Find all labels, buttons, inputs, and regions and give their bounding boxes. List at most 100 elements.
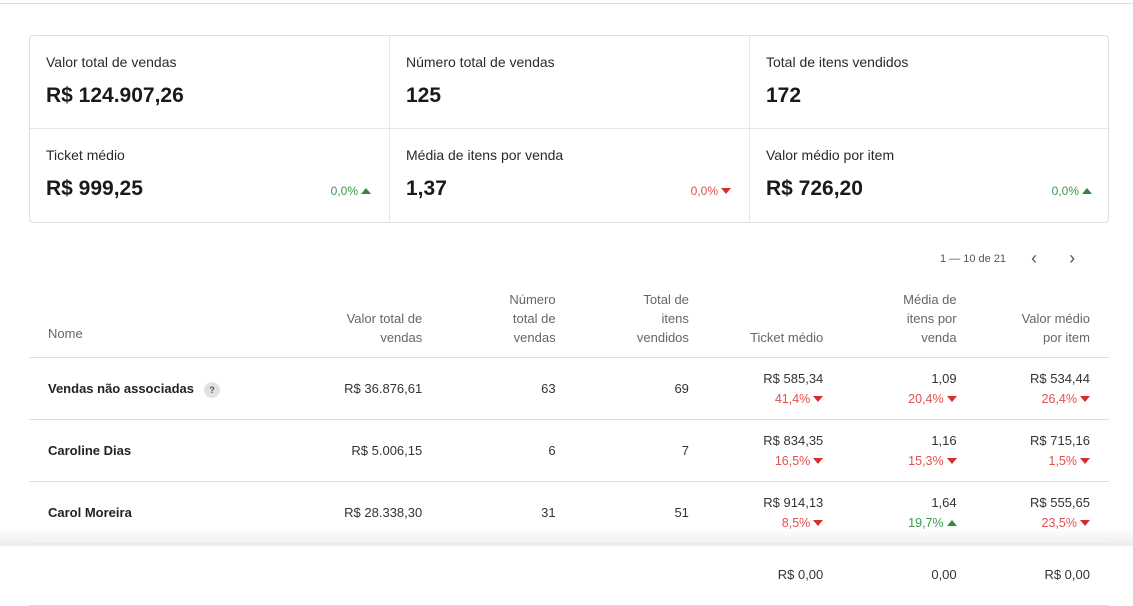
summary-label: Valor total de vendas — [46, 54, 177, 70]
summary-card: Total de itens vendidos 172 — [750, 36, 1110, 129]
table-row[interactable]: Vendas não associadas? R$ 36.876,61 63 6… — [29, 357, 1109, 420]
summary-card: Média de itens por venda 1,37 0,0% — [390, 129, 750, 222]
summary-card: Número total de vendas 125 — [390, 36, 750, 129]
col-header-count[interactable]: Número total de vendas — [441, 290, 575, 358]
ticket-delta: 16,5% — [708, 451, 824, 471]
summary-cards: Valor total de vendas R$ 124.907,26 Númer… — [29, 35, 1110, 223]
delta-value: 0,0% — [690, 184, 718, 198]
trend-down-icon — [1080, 457, 1090, 464]
avg_items-value: 1,16 — [931, 432, 957, 448]
cell-ticket: R$ 834,35 16,5% — [707, 419, 843, 482]
summary-value: 125 — [406, 84, 442, 107]
col-header-total[interactable]: Valor total de vendas — [283, 290, 442, 358]
table-header-row: Nome Valor total de vendas Número total … — [29, 290, 1109, 358]
avg_val-value: R$ 534,44 — [1030, 370, 1090, 386]
cell-total: R$ 5.006,15 — [283, 419, 442, 482]
summary-value: 1,37 — [406, 177, 447, 200]
summary-card: Ticket médio R$ 999,25 0,0% — [30, 129, 390, 222]
delta-value: 15,3% — [908, 453, 944, 468]
avg_val-delta: 26,4% — [976, 389, 1090, 409]
trend-down-icon — [813, 457, 824, 464]
delta-value: 0,0% — [330, 184, 358, 198]
avg_items-value: 1,09 — [931, 370, 957, 386]
col-header-avg-items[interactable]: Média de itens por venda — [842, 290, 976, 358]
cell-avg-value: R$ 715,16 1,5% — [975, 419, 1109, 482]
table-row[interactable]: R$ 0,00 0,00 R$ 0,00 — [29, 543, 1109, 606]
scroll-fade — [0, 528, 1133, 546]
cell-avg-items: 1,16 15,3% — [842, 419, 976, 482]
trend-down-icon — [721, 188, 731, 194]
cell-total: R$ 36.876,61 — [283, 357, 442, 420]
summary-value: R$ 726,20 — [766, 177, 863, 200]
avg_val-value: R$ 555,65 — [1030, 494, 1090, 510]
ticket-value: R$ 585,34 — [763, 370, 824, 386]
chevron-right-icon[interactable]: › — [1069, 248, 1076, 268]
delta-value: 20,4% — [908, 391, 944, 406]
avg_items-value: 0,00 — [931, 566, 957, 582]
trend-down-icon — [813, 519, 824, 526]
summary-label: Ticket médio — [46, 147, 125, 163]
delta-value: 19,7% — [908, 515, 944, 530]
col-header-name[interactable]: Nome — [29, 290, 284, 358]
ticket-value: R$ 914,13 — [763, 494, 824, 510]
delta-value: 0,0% — [1051, 184, 1079, 198]
cell-items — [574, 543, 708, 606]
cell-ticket: R$ 585,34 41,4% — [707, 357, 843, 420]
table-row[interactable]: Caroline Dias R$ 5.006,15 6 7 R$ 834,35 1… — [29, 419, 1109, 482]
trend-up-icon — [1082, 188, 1092, 194]
delta-value: 16,5% — [774, 453, 811, 468]
summary-label: Média de itens por venda — [406, 147, 564, 163]
trend-down-icon — [946, 457, 957, 464]
cell-name — [29, 543, 284, 606]
avg_items-delta: 20,4% — [842, 389, 957, 409]
summary-value: 172 — [766, 84, 802, 107]
sales-table: Nome Valor total de vendas Número total … — [29, 290, 1109, 606]
cell-avg-items: 0,00 — [842, 543, 976, 606]
summary-label: Valor médio por item — [766, 147, 895, 163]
row-name: Vendas não associadas — [48, 380, 194, 396]
help-icon[interactable]: ? — [203, 381, 220, 398]
avg_items-value: 1,64 — [931, 494, 957, 510]
avg_val-value: R$ 0,00 — [1044, 566, 1090, 582]
delta-value: 1,5% — [1048, 453, 1078, 468]
trend-down-icon — [813, 395, 824, 402]
cell-count: 63 — [441, 357, 575, 420]
ticket-delta: 8,5% — [708, 513, 824, 533]
cell-name: Vendas não associadas? — [29, 357, 284, 420]
pagination-range: 1 — 10 de 21 — [940, 252, 1007, 265]
ticket-value: R$ 834,35 — [763, 432, 824, 448]
top-divider — [0, 3, 1133, 4]
chevron-left-icon[interactable]: ‹ — [1031, 248, 1038, 268]
delta-value: 23,5% — [1041, 515, 1077, 530]
avg_items-delta: 19,7% — [842, 513, 957, 533]
avg_val-delta: 1,5% — [976, 451, 1090, 471]
cell-name: Caroline Dias — [29, 419, 284, 482]
ticket-delta: 41,4% — [708, 389, 824, 409]
summary-value: R$ 124.907,26 — [46, 84, 184, 107]
avg_val-delta: 23,5% — [976, 513, 1090, 533]
summary-card: Valor total de vendas R$ 124.907,26 — [30, 36, 390, 129]
avg_items-delta: 15,3% — [842, 451, 957, 471]
avg_val-value: R$ 715,16 — [1030, 432, 1090, 448]
trend-down-icon — [1080, 519, 1090, 526]
cell-items: 69 — [574, 357, 708, 420]
cell-avg-items: 1,09 20,4% — [842, 357, 976, 420]
summary-label: Total de itens vendidos — [766, 54, 909, 70]
summary-card: Valor médio por item R$ 726,20 0,0% — [750, 129, 1110, 222]
row-name: Caroline Dias — [48, 442, 132, 458]
trend-down-icon — [1080, 395, 1090, 402]
trend-up-icon — [361, 188, 371, 194]
ticket-value: R$ 0,00 — [777, 566, 824, 582]
delta-value: 8,5% — [781, 515, 811, 530]
trend-down-icon — [946, 395, 957, 402]
col-header-items[interactable]: Total de itens vendidos — [574, 290, 708, 358]
col-header-avg-value[interactable]: Valor médio por item — [975, 290, 1109, 358]
pagination: 1 — 10 de 21 ‹ › — [940, 248, 1082, 269]
trend-up-icon — [946, 519, 957, 526]
cell-items: 7 — [574, 419, 708, 482]
col-header-ticket[interactable]: Ticket médio — [707, 290, 843, 358]
summary-delta: 0,0% — [331, 184, 371, 198]
cell-count: 6 — [441, 419, 575, 482]
summary-delta: 0,0% — [1052, 184, 1092, 198]
summary-label: Número total de vendas — [406, 54, 555, 70]
